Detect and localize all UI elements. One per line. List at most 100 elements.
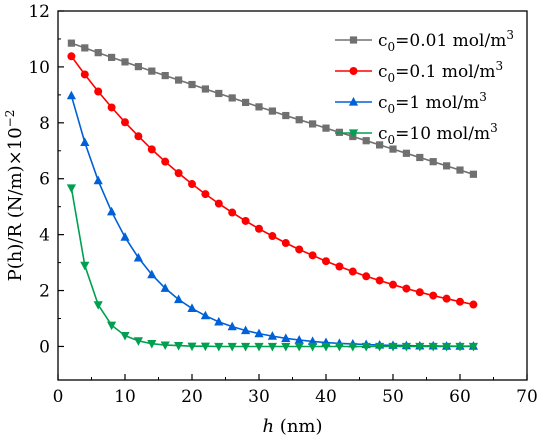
legend-label-part: =1 mol/m: [395, 93, 479, 113]
data-point: [402, 149, 410, 157]
data-point: [241, 342, 251, 352]
data-point: [361, 342, 371, 352]
series-line: [70, 187, 474, 348]
legend-label-part: c: [378, 31, 388, 51]
data-point: [468, 342, 478, 352]
data-point: [67, 52, 76, 61]
data-point: [268, 107, 276, 115]
data-point: [322, 124, 330, 132]
data-point: [107, 321, 117, 331]
data-point: [429, 158, 437, 166]
data-point: [294, 335, 304, 344]
data-point: [187, 303, 197, 313]
data-point: [415, 288, 424, 297]
data-point: [281, 333, 291, 342]
legend-label-sup: 3: [506, 28, 514, 42]
x-tick-label: 60: [449, 387, 471, 407]
data-point: [268, 232, 277, 241]
data-point: [108, 53, 116, 62]
data-point: [295, 245, 304, 254]
x-axis-title-unit: (nm): [274, 416, 322, 437]
data-point: [147, 145, 156, 154]
data-point: [94, 87, 103, 96]
y-axis-title-exponent: −2: [3, 110, 17, 128]
legend-label-part: c: [378, 93, 388, 113]
data-point: [334, 342, 344, 352]
data-point: [322, 257, 330, 266]
data-point: [214, 342, 224, 352]
data-point: [133, 252, 143, 262]
legend-marker: [349, 67, 358, 75]
data-point: [469, 170, 477, 178]
data-point: [255, 224, 263, 233]
data-point: [175, 76, 183, 84]
data-point: [80, 137, 90, 146]
y-tick-label: 6: [39, 170, 50, 190]
y-tick-label: 2: [39, 282, 50, 302]
data-point: [348, 267, 357, 276]
legend-label-part: c: [378, 124, 388, 144]
data-point: [376, 141, 384, 149]
legend-label-sub: 0: [388, 71, 396, 85]
data-point: [362, 272, 371, 281]
legend-entry-0: c0=0.01 mol/m3: [335, 28, 514, 54]
data-point: [389, 280, 397, 289]
data-point: [241, 325, 251, 335]
legend-label: c0=0.1 mol/m3: [378, 59, 503, 85]
legend-entry-3: c0=10 mol/m3: [335, 121, 498, 147]
legend-label-part: =0.1 mol/m: [395, 62, 495, 82]
data-point: [254, 342, 264, 352]
data-point: [281, 239, 290, 248]
data-point: [80, 70, 89, 79]
data-point: [295, 116, 303, 124]
y-tick-label: 10: [28, 58, 50, 78]
x-tick-label: 70: [516, 387, 538, 407]
data-point: [388, 342, 398, 352]
y-tick-label: 4: [39, 226, 50, 246]
data-point: [442, 342, 452, 352]
data-point: [442, 294, 451, 303]
data-point: [174, 342, 184, 351]
legend-label-sub: 0: [388, 40, 396, 54]
series-0: [67, 39, 477, 178]
data-point: [254, 328, 264, 338]
legend-label-sub: 0: [388, 102, 396, 116]
data-point: [227, 321, 237, 331]
data-point: [375, 276, 384, 285]
data-point: [134, 132, 143, 141]
x-tick-label: 50: [382, 387, 404, 407]
data-point: [428, 342, 438, 352]
data-point: [401, 342, 411, 352]
data-point: [267, 331, 277, 340]
data-point: [134, 63, 142, 71]
legend-label-part: =0.01 mol/m: [395, 31, 506, 51]
data-point: [160, 283, 170, 292]
data-point: [214, 316, 224, 326]
data-point: [147, 269, 157, 279]
legend-label: c0=1 mol/m3: [378, 90, 487, 116]
data-point: [348, 342, 358, 352]
data-point: [416, 153, 424, 162]
legend-label-sub: 0: [388, 133, 396, 147]
data-point: [67, 39, 75, 47]
data-point: [93, 301, 103, 310]
data-point: [80, 261, 90, 271]
x-tick-label: 20: [181, 387, 203, 407]
data-point: [174, 294, 184, 304]
data-point: [456, 297, 464, 306]
data-point: [215, 89, 223, 98]
data-point: [308, 342, 318, 352]
data-point: [81, 44, 89, 52]
data-point: [174, 169, 183, 178]
legend-marker: [349, 36, 358, 44]
y-tick-label: 8: [39, 114, 50, 134]
data-point: [469, 300, 478, 309]
legend-marker: [348, 97, 359, 106]
legend-label-sup: 3: [479, 90, 487, 104]
data-point: [188, 180, 196, 189]
data-point: [228, 208, 237, 217]
legend-label: c0=10 mol/m3: [378, 121, 498, 147]
data-point: [93, 175, 103, 185]
